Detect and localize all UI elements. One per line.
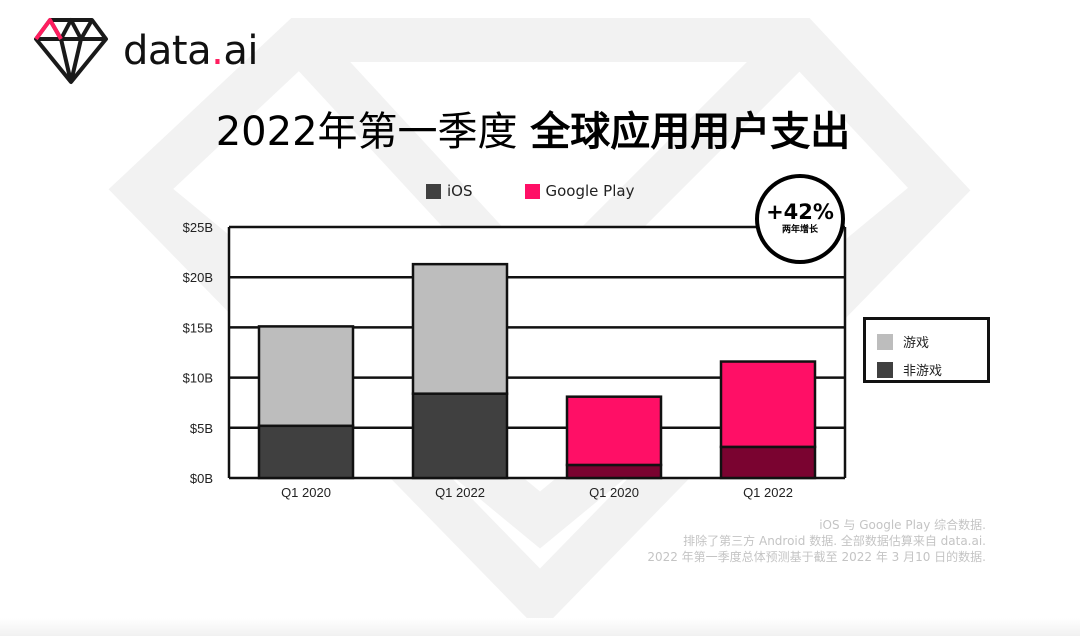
bar-segment-games [719,360,817,449]
y-tick-label: $15B [183,320,213,335]
footnote-line: iOS 与 Google Play 综合数据. [819,518,986,532]
bar-segment-games [257,325,355,428]
legend-swatch-non-games [877,361,893,378]
footnote-line: 排除了第三方 Android 数据. 全部数据估算来自 data.ai. [683,534,986,548]
legend-item-ios: iOS [426,182,473,200]
bar-segment-non-games [257,424,355,480]
bar-segment-games [565,395,663,467]
diamond-logo-icon [34,18,108,84]
legend-label-ios: iOS [447,182,473,200]
legend-label-non-games: 非游戏 [903,364,943,379]
category-legend: 游戏 非游戏 [863,317,990,383]
platform-legend: iOS Google Play [426,182,686,200]
x-tick-label: Q1 2022 [435,485,485,500]
title-bold: 全球应用用户支出 [530,109,851,155]
y-tick-label: $0B [190,471,213,486]
bar-segment-non-games [565,463,663,480]
title-regular: 2022年第一季度 [215,109,531,155]
footnote-line: 2022 年第一季度总体预测基于截至 2022 年 3 月10 日的数据. [647,550,986,564]
brand-wordmark: data.ai [123,28,258,74]
growth-value: +42% [766,200,834,224]
page-title: 2022年第一季度 全球应用用户支出 [0,106,1066,158]
legend-label-games: 游戏 [903,336,930,351]
footnote: iOS 与 Google Play 综合数据. 排除了第三方 Android 数… [647,517,986,565]
bar-segment-non-games [411,392,509,480]
legend-swatch-google-play [524,183,540,199]
y-tick-label: $25B [183,220,213,235]
x-tick-label: Q1 2020 [281,485,331,500]
legend-item-non-games: 非游戏 [877,360,942,379]
legend-item-google-play: Google Play [524,182,635,200]
y-tick-label: $20B [183,270,213,285]
x-tick-label: Q1 2022 [743,485,793,500]
growth-badge: +42% 两年增长 [755,174,845,264]
bottom-band [0,618,1080,636]
growth-caption: 两年增长 [781,225,818,235]
y-tick-label: $5B [190,421,213,436]
bar-segment-games [411,262,509,395]
legend-label-google-play: Google Play [545,182,635,200]
brand-logo: data.ai [33,16,258,86]
x-tick-label: Q1 2020 [589,485,639,500]
legend-item-games: 游戏 [877,332,929,351]
y-tick-label: $10B [183,371,213,386]
legend-swatch-games [877,333,893,350]
bar-segment-non-games [719,445,817,480]
legend-swatch-ios [426,183,441,199]
